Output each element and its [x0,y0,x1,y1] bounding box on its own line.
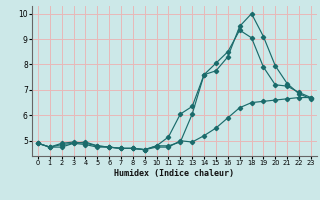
X-axis label: Humidex (Indice chaleur): Humidex (Indice chaleur) [115,169,234,178]
